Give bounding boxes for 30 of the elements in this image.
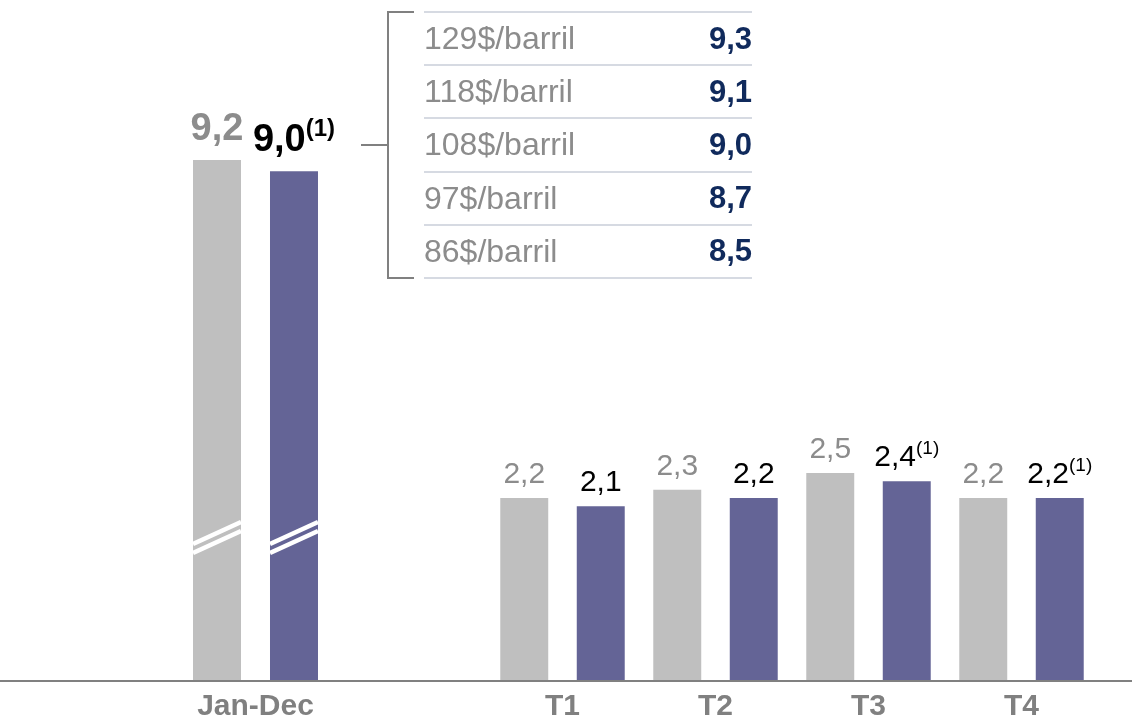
bar [653,489,702,681]
bar [576,506,625,681]
bar [729,497,778,681]
bar [1035,497,1084,681]
data-label: 2,2 [962,455,1005,489]
data-label: 2,2 [503,455,546,489]
text: 9,3 [708,20,752,56]
x-tick-label: Jan-Dec [197,688,314,722]
text: 8,5 [708,233,752,269]
category-label: 108$/barril [424,126,576,164]
category-label: 118$/barril [424,73,573,111]
category-label: 86$/barril [424,232,558,270]
data-label: 2,5 [809,431,852,464]
bar [882,481,931,681]
data-label: 2,1 [579,464,622,498]
text: 9,1 [708,73,752,109]
bar [500,497,549,681]
x-tick-label: T2 [697,688,734,722]
text: 8,7 [708,180,752,216]
data-label: 2,2 [732,455,775,489]
data-label: 9,2 [190,106,244,148]
x-tick-label: T1 [544,688,581,722]
bar [959,497,1008,681]
bar [806,473,855,681]
category-label: 129$/barril [424,20,576,58]
text: 9,0 [708,126,752,162]
category-label: 97$/barril [424,179,558,217]
x-tick-label: T4 [1003,688,1040,722]
data-label: 2,3 [656,447,699,481]
x-tick-label: T3 [850,688,887,722]
